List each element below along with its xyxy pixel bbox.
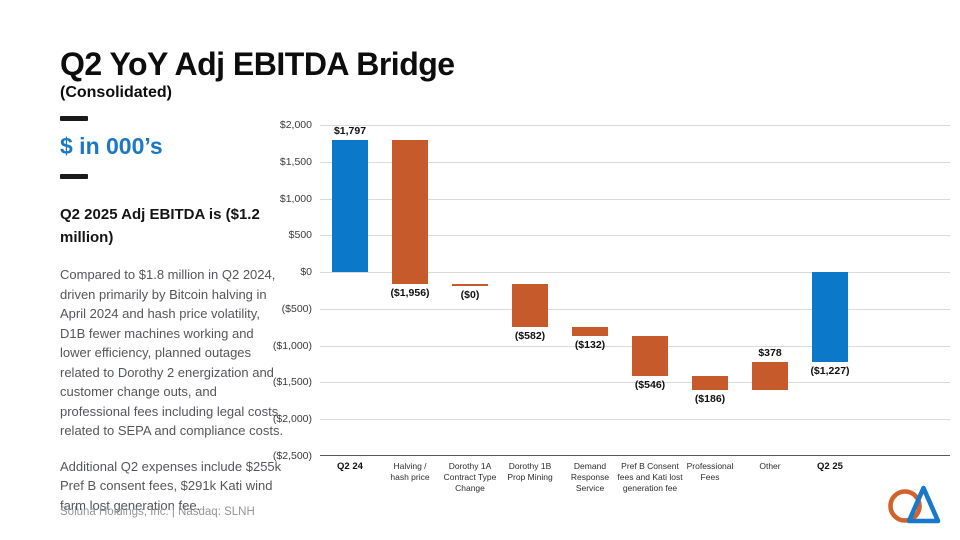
bar-value-label: ($186) <box>694 393 726 406</box>
gridline <box>320 419 950 421</box>
category-label: Halving / hash price <box>390 461 430 483</box>
gridline <box>320 125 950 126</box>
y-tick-label: ($2,500) <box>272 450 312 462</box>
y-tick-label: ($1,500) <box>272 376 312 389</box>
category-label: Dorothy 1A Contract Type Change <box>443 461 497 494</box>
gridline <box>320 235 950 237</box>
soluna-logo-icon <box>888 485 941 524</box>
page-subtitle: (Consolidated) <box>60 83 172 101</box>
bar-value-label: $1,797 <box>333 124 367 137</box>
y-axis: $2,000 $1,500 $1,000 $500 $0 ($500) ($1,000) ($… <box>250 119 312 462</box>
gridline <box>320 161 950 163</box>
y-tick-label: ($2,000) <box>272 413 312 426</box>
category-label: Dorothy 1B Prop Mining <box>507 461 553 483</box>
category-label: Q2 25 <box>817 461 843 472</box>
category-label: Other <box>759 461 781 471</box>
y-tick-label: ($500) <box>281 302 312 315</box>
waterfall-bar-4 <box>512 283 548 327</box>
gridline <box>320 198 950 200</box>
bar-value-label: ($582) <box>514 329 546 342</box>
bar-value-label: ($132) <box>574 339 606 352</box>
y-tick-label: $2,000 <box>279 119 312 131</box>
category-label: Professional Fees <box>686 461 734 483</box>
category-label: Pref B Consent fees and Kati lost genera… <box>617 461 683 494</box>
summary-paragraph-1: Compared to $1.8 million in Q2 2024, dri… <box>60 267 284 439</box>
soluna-logo <box>884 482 944 533</box>
x-axis-category-labels: Q2 24 Halving / hash price Dorothy 1A Cont… <box>320 461 950 507</box>
footer-company-ticker: Soluna Holdings, Inc. | Nasdaq: SLNH <box>60 506 255 518</box>
waterfall-chart-plot-area: $1,797 ($1,956) ($0) ($582) ($132) ($546) ($18… <box>320 125 950 456</box>
bar-value-label: ($1,956) <box>390 286 430 299</box>
category-label: Q2 24 <box>337 461 363 472</box>
category-label: Demand Response Service <box>570 461 610 494</box>
waterfall-bar-8 <box>752 362 788 391</box>
bar-value-label: $378 <box>758 347 782 360</box>
bar-value-label: ($0) <box>460 289 480 302</box>
summary-heading: Q2 2025 Adj EBITDA is ($1.2 million) <box>60 205 260 246</box>
y-tick-label: ($1,000) <box>272 339 312 352</box>
summary-paragraph-2: Additional Q2 expenses include $255k Pre… <box>60 458 282 513</box>
gridline <box>320 308 950 310</box>
waterfall-bar-5 <box>572 326 608 337</box>
waterfall-bar-3 <box>452 283 488 287</box>
waterfall-bar-1 <box>332 139 368 273</box>
divider-dash-bottom <box>60 173 88 179</box>
waterfall-bar-7 <box>692 376 728 391</box>
bar-value-label: ($546) <box>634 379 666 392</box>
waterfall-bar-2 <box>392 139 428 284</box>
y-tick-label: $0 <box>300 266 312 279</box>
y-tick-label: $1,500 <box>279 155 312 168</box>
units-label: $ in 000’s <box>60 132 163 159</box>
left-text-column: Q2 YoY Adj EBITDA Bridge (Consolidated) … <box>60 46 455 515</box>
y-tick-label: $500 <box>288 229 312 242</box>
waterfall-bar-9 <box>812 272 848 363</box>
divider-dash-top <box>60 115 88 121</box>
gridline <box>320 382 950 384</box>
y-tick-label: $1,000 <box>279 192 312 205</box>
page-title: Q2 YoY Adj EBITDA Bridge <box>60 46 455 82</box>
bar-value-label: ($1,227) <box>810 365 850 378</box>
gridline <box>320 272 950 274</box>
waterfall-bar-6 <box>632 336 668 377</box>
